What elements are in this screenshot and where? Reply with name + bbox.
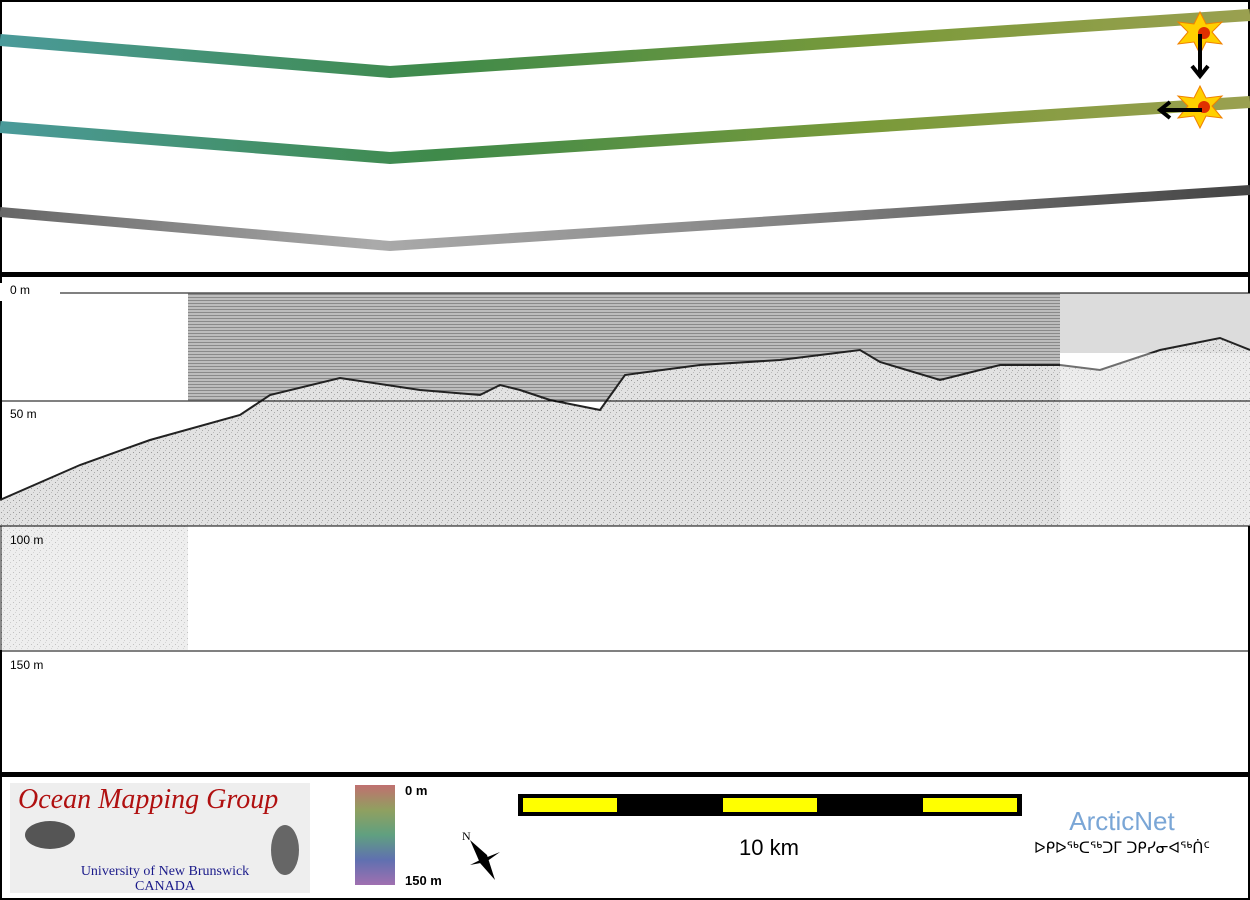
separator	[0, 272, 1250, 277]
depth-label: 50 m	[10, 407, 37, 421]
sub-bottom	[0, 526, 188, 650]
label-bg	[0, 283, 60, 301]
seabed	[0, 336, 1250, 501]
logo-line: CANADA	[135, 879, 196, 894]
svg-text:N: N	[462, 829, 471, 843]
arrow	[1190, 34, 1210, 80]
logo-icon	[271, 825, 299, 875]
color-bar	[355, 785, 395, 885]
separator	[0, 772, 1250, 777]
profile-panel: 0 m 50 m 100 m 150 m	[0, 283, 1250, 672]
scale-segment	[523, 798, 617, 812]
swath-strip	[0, 96, 1250, 165]
scale-label: 10 km	[739, 835, 799, 860]
scale-segment	[723, 798, 817, 812]
depth-label: 150 m	[10, 658, 43, 672]
swath-strip	[0, 9, 1250, 79]
logo-title: Ocean Mapping Group	[18, 784, 278, 815]
partner-syllabics: ᐅᑭᐅᖅᑕᖅᑐᒥ ᑐᑭᓯᓂᐊᖅᑏᑦ	[1034, 839, 1210, 857]
logo-icon	[25, 821, 75, 849]
arrow	[1156, 100, 1202, 120]
scale-segment	[923, 798, 1017, 812]
backscatter-strip	[0, 185, 1250, 252]
color-bar-label: 0 m	[405, 783, 427, 798]
logo-line: University of New Brunswick	[81, 864, 249, 879]
partner-name: ArcticNet	[1069, 806, 1175, 836]
color-bar-label: 150 m	[405, 873, 442, 888]
north-arrow: N	[462, 829, 500, 880]
swath-panel	[0, 9, 1250, 252]
depth-label: 0 m	[10, 283, 30, 297]
footer: Ocean Mapping Group University of New Br…	[10, 783, 1210, 894]
shade	[1060, 353, 1250, 526]
depth-label: 100 m	[10, 533, 43, 547]
